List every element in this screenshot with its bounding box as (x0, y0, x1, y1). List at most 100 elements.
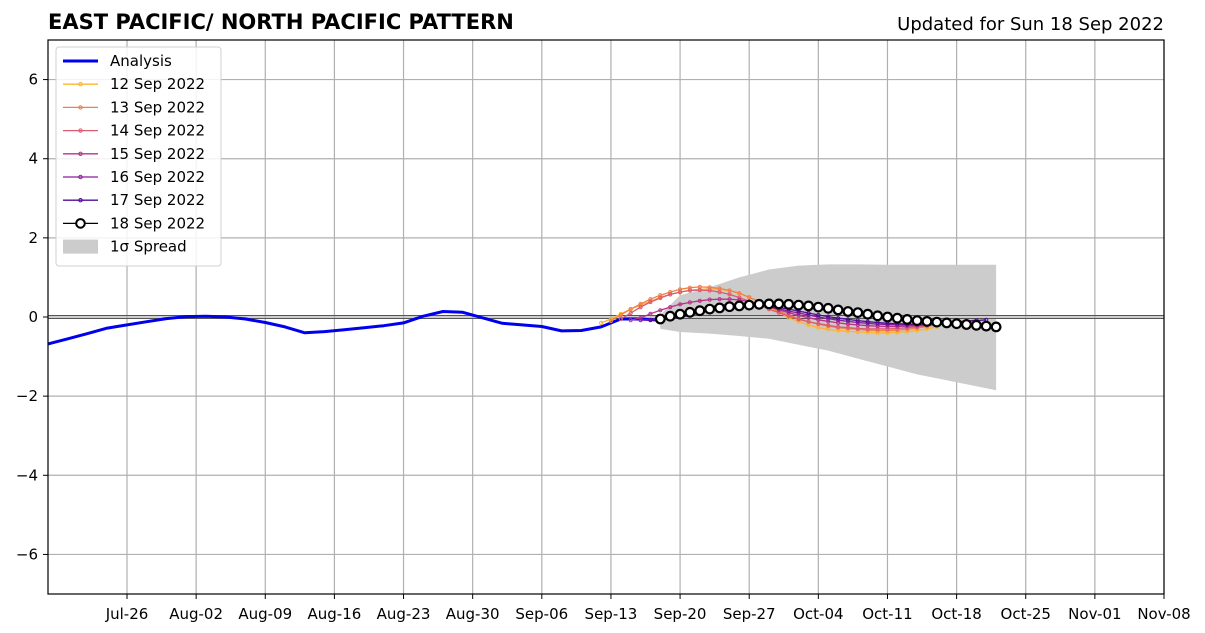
data-point (895, 330, 900, 335)
data-point (697, 288, 702, 293)
data-point (733, 300, 745, 312)
legend-marker (78, 174, 83, 180)
data-point (704, 303, 716, 315)
data-point (865, 323, 870, 328)
data-point (658, 295, 663, 301)
data-point (832, 304, 844, 316)
data-point (822, 302, 834, 314)
data-point (737, 295, 742, 300)
legend-label: 1σ Spread (110, 238, 187, 256)
x-tick-label: Oct-11 (862, 605, 912, 623)
y-tick-label: 0 (28, 308, 38, 326)
data-point (648, 311, 653, 316)
data-point (707, 297, 712, 302)
data-point (648, 318, 653, 323)
legend-marker (78, 105, 83, 110)
legend-box (55, 46, 222, 267)
data-point (714, 302, 725, 314)
data-point (678, 290, 683, 295)
y-tick-label: 6 (28, 71, 38, 89)
data-point (816, 321, 821, 326)
x-tick-label: Sep-20 (654, 605, 707, 623)
x-tick-label: Oct-04 (793, 605, 843, 623)
data-point (816, 312, 821, 318)
data-point (836, 316, 841, 321)
data-point (747, 295, 752, 300)
x-tick-label: Aug-30 (446, 605, 500, 623)
data-point (905, 329, 910, 334)
legend-entry-17-sep-2022: 17 Sep 2022 (63, 191, 205, 209)
legend-label: 17 Sep 2022 (110, 191, 205, 209)
data-point (628, 310, 633, 316)
data-point (803, 300, 814, 312)
x-tick-label: Aug-23 (377, 605, 431, 623)
series-layer (47, 284, 1002, 346)
data-point (727, 292, 732, 297)
data-point (911, 315, 923, 327)
data-point (796, 317, 801, 322)
x-tick-label: Oct-25 (1001, 605, 1051, 623)
data-point (875, 330, 880, 335)
data-point (608, 318, 614, 324)
data-point (618, 312, 623, 318)
data-point (737, 291, 742, 296)
legend-label: 12 Sep 2022 (110, 75, 205, 93)
data-point (901, 314, 913, 325)
legend-label: 14 Sep 2022 (110, 122, 205, 140)
legend-swatch (63, 239, 98, 254)
data-point (865, 319, 870, 324)
series-18-sep-2022 (654, 298, 1002, 333)
x-tick-label: Nov-01 (1068, 605, 1121, 623)
legend-label: 13 Sep 2022 (110, 98, 205, 116)
data-point (684, 306, 696, 318)
data-point (707, 288, 712, 293)
data-point (648, 299, 653, 305)
data-point (885, 330, 890, 335)
data-point (951, 318, 962, 330)
data-point (727, 297, 732, 302)
data-point (862, 308, 874, 320)
data-point (668, 305, 673, 310)
legend-entry-analysis: Analysis (63, 52, 172, 70)
x-tick-label: Sep-06 (515, 605, 568, 623)
legend-label: 16 Sep 2022 (110, 168, 205, 186)
legend-label: 18 Sep 2022 (110, 214, 205, 232)
data-point (806, 310, 811, 316)
x-tick-label: Sep-13 (585, 605, 638, 623)
data-point (826, 323, 831, 328)
data-point (836, 324, 841, 329)
legend-entry-1-spread: 1σ Spread (63, 238, 187, 256)
data-point (763, 298, 775, 310)
data-point (658, 308, 663, 313)
data-point (668, 290, 673, 295)
legend-marker (78, 151, 83, 157)
data-point (783, 298, 795, 310)
data-point (687, 288, 693, 293)
data-point (796, 313, 801, 318)
y-tick-label: −6 (16, 545, 38, 563)
plot-frame (47, 39, 1165, 595)
legend-entry-13-sep-2022: 13 Sep 2022 (63, 98, 205, 116)
legend-marker (78, 82, 83, 87)
axes: Jul-26 Aug-02 Aug-09 Aug-16 Aug-23 Aug-30 Sep-… (16, 39, 1191, 623)
data-point (931, 316, 943, 328)
data-point (668, 292, 673, 297)
data-point (971, 319, 982, 331)
y-tick-label: 4 (28, 150, 38, 168)
x-tick-label: Nov-08 (1137, 605, 1190, 623)
data-point (654, 313, 666, 325)
data-point (961, 319, 972, 330)
data-point (872, 310, 883, 322)
legend-marker (75, 218, 86, 229)
legend-marker (78, 198, 83, 203)
data-point (882, 311, 893, 323)
x-tick-label: Aug-16 (308, 605, 362, 623)
chart-title: EAST PACIFIC/ NORTH PACIFIC PATTERN (48, 10, 514, 34)
data-point (599, 320, 604, 325)
data-point (638, 318, 643, 323)
x-tick-label: Sep-27 (723, 605, 776, 623)
data-point (891, 312, 903, 324)
data-point (855, 318, 860, 323)
legend-label: Analysis (110, 52, 172, 70)
data-point (628, 307, 633, 312)
